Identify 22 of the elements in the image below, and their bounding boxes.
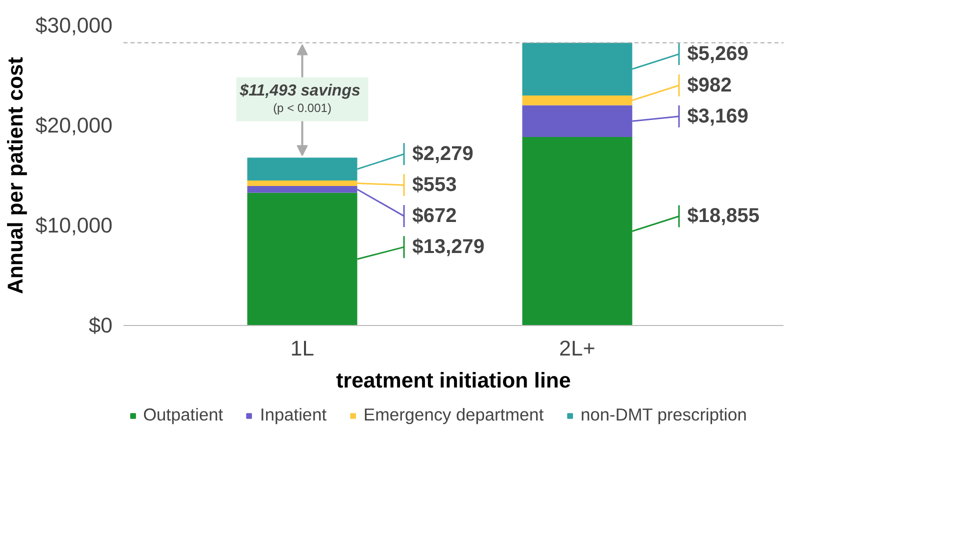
data-label: $982 [687, 74, 732, 96]
data-label: $2,279 [412, 143, 474, 166]
annotation: (p < 0.001) [273, 101, 332, 116]
x-axis-title: treatment initiation line [336, 368, 571, 392]
data-label: $13,279 [412, 236, 485, 258]
annotation: $11,493 savings [238, 82, 360, 100]
y-tick-label: $10,000 [35, 214, 113, 238]
x-tick-label: 1L [290, 336, 314, 360]
legend-label: non-DMT prescription [580, 404, 747, 426]
data-label: $18,855 [687, 205, 760, 228]
data-label: $3,169 [687, 105, 748, 128]
data-label: $672 [412, 205, 457, 228]
y-axis-title: Annual per patient cost [3, 56, 28, 294]
x-tick-label: 2L+ [559, 336, 596, 360]
y-tick-label: $0 [88, 314, 113, 338]
data-label: $5,269 [687, 43, 748, 66]
legend-label: Inpatient [260, 404, 327, 426]
y-tick-label: $20,000 [35, 114, 113, 138]
legend-label: Emergency department [364, 404, 544, 426]
legend-label: Outpatient [143, 404, 224, 426]
y-tick-label: $30,000 [35, 14, 113, 38]
data-label: $553 [412, 174, 457, 196]
